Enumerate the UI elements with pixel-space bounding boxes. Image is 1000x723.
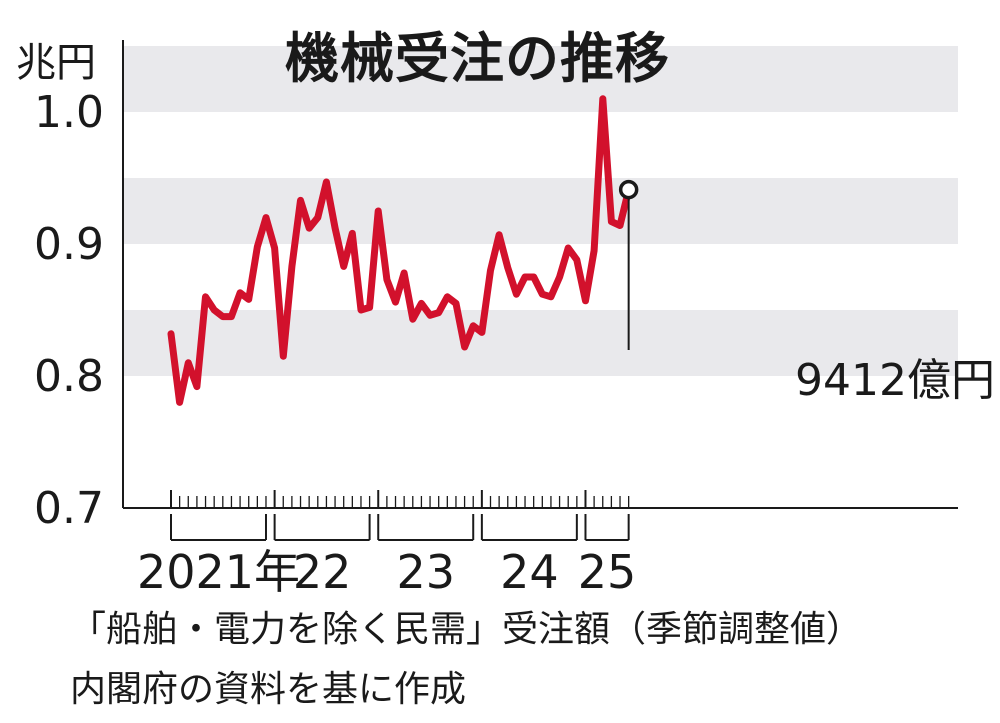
chart-title: 機械受注の推移 [285, 27, 670, 90]
grid-band [123, 46, 958, 112]
x-year-label: 24 [500, 545, 559, 599]
y-tick-label: 0.8 [34, 351, 104, 402]
grid-band [123, 178, 958, 244]
x-year-label: 23 [396, 545, 455, 599]
y-axis-unit: 兆円 [16, 40, 96, 86]
grid-band [123, 310, 958, 376]
x-year-label: 2021年 [137, 545, 300, 599]
x-year-label: 22 [293, 545, 352, 599]
last-point-marker [618, 179, 639, 200]
source-note-line1: 「船舶・電力を除く民需」受注額（季節調整値） [70, 609, 863, 650]
last-value-annotation: 9412億円 [795, 355, 995, 406]
y-tick-label: 1.0 [34, 87, 104, 138]
source-note-line2: 内閣府の資料を基に作成 [70, 669, 467, 710]
series-line [167, 95, 633, 406]
x-year-label: 25 [578, 545, 637, 599]
y-tick-label: 0.9 [34, 219, 104, 270]
y-tick-label: 0.7 [34, 483, 104, 534]
